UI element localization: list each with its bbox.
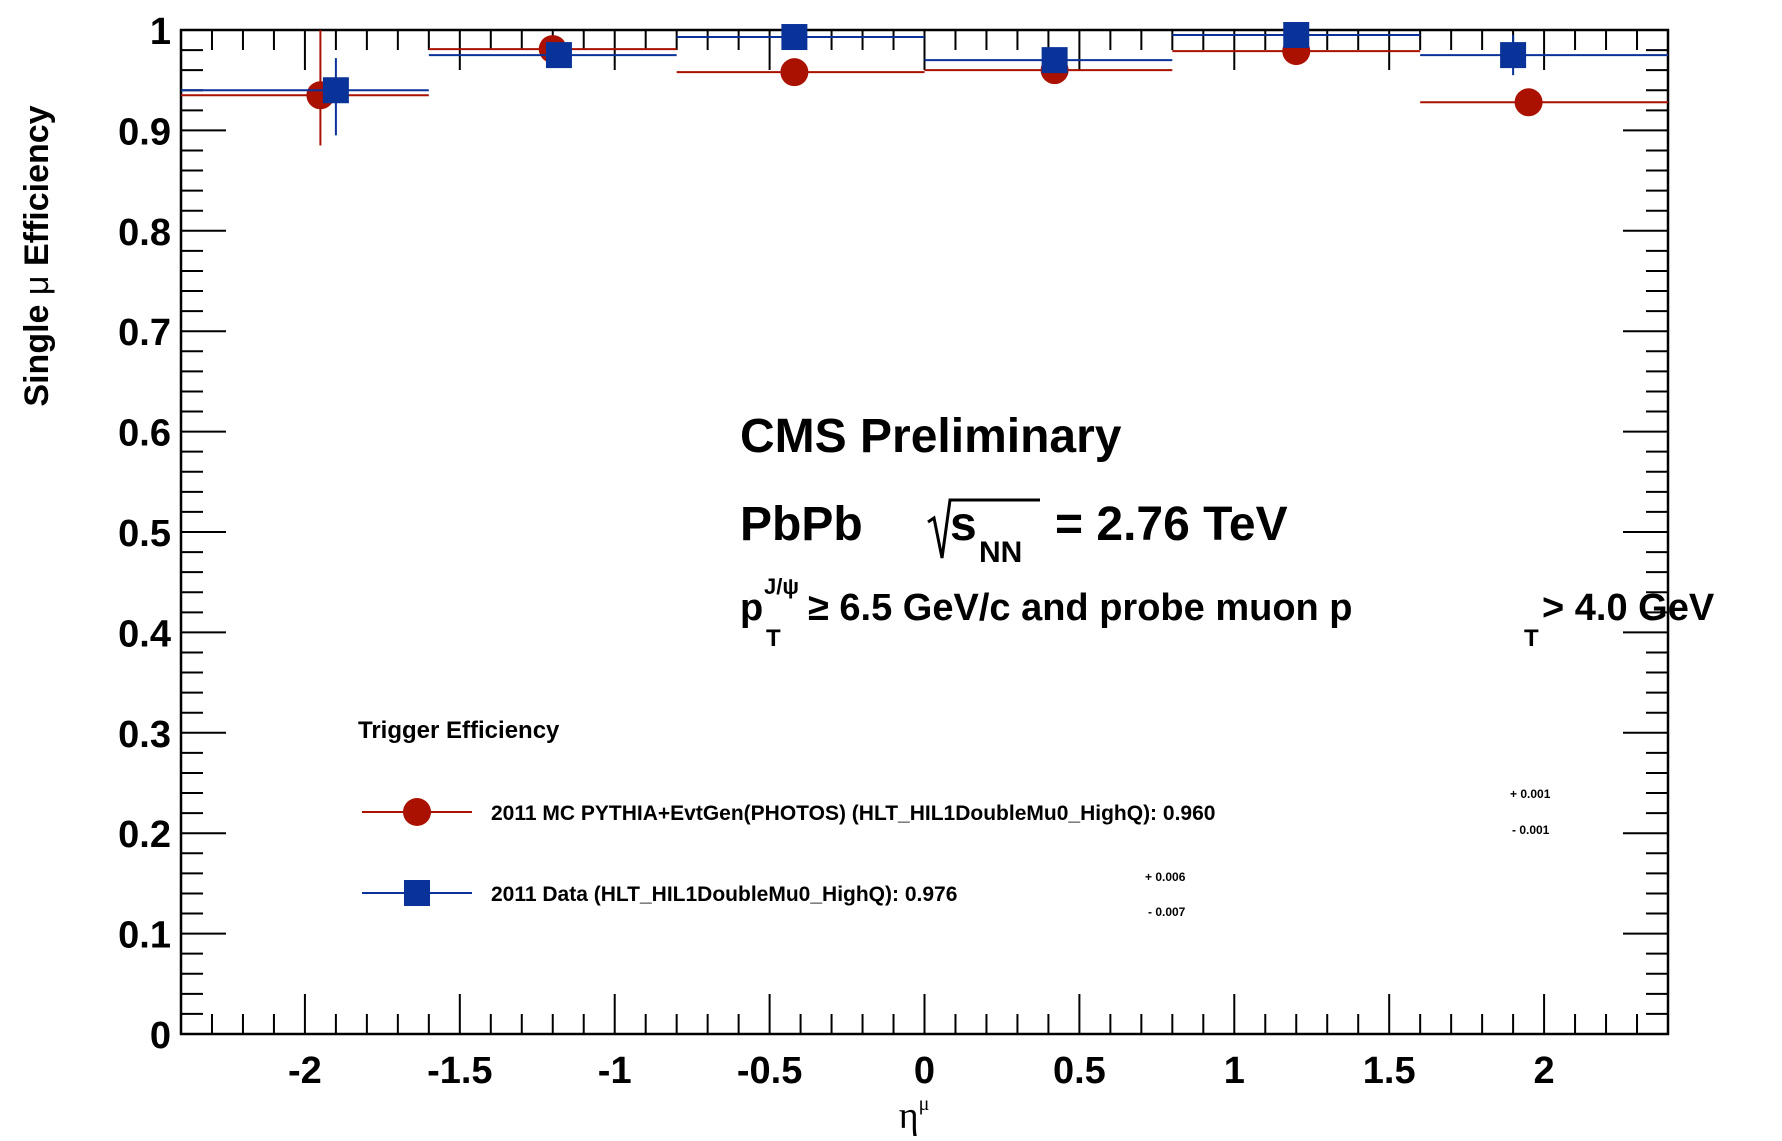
x-tick-label: -1.5 xyxy=(427,1050,492,1092)
y-tick-label: 1 xyxy=(150,11,171,53)
svg-text:J/ψ: J/ψ xyxy=(764,574,799,599)
legend-entry-mc: 2011 MC PYTHIA+EvtGen(PHOTOS) (HLT_HIL1D… xyxy=(362,787,1551,837)
sqrt-sign xyxy=(927,498,1040,559)
y-tick-label: 0.8 xyxy=(118,212,171,254)
y-tick-label: 0.5 xyxy=(118,513,171,555)
svg-text:> 4.0 GeV: > 4.0 GeV xyxy=(1542,587,1715,629)
svg-text:+ 0.006: + 0.006 xyxy=(1145,870,1186,884)
kinematic-cut-label: p J/ψ T ≥ 6.5 GeV/c and probe muon p T >… xyxy=(740,574,1715,652)
legend: Trigger Efficiency 2011 MC PYTHIA+EvtGen… xyxy=(358,717,1551,919)
axis-tick-labels: -2 -1.5 -1 -0.5 0 0.5 1 1.5 2 0 0.1 0.2 0.3 0.4 0.5 0.6… xyxy=(118,11,1554,1092)
y-tick-label: 0 xyxy=(150,1015,171,1057)
y-tick-label: 0.3 xyxy=(118,714,171,756)
svg-text:T: T xyxy=(766,625,781,652)
collision-energy-label: PbPb s NN = 2.76 TeV xyxy=(740,498,1288,569)
svg-text:s: s xyxy=(950,498,977,551)
x-tick-label: -0.5 xyxy=(737,1050,802,1092)
data-point-square xyxy=(1283,22,1310,49)
x-tick-label: 0 xyxy=(914,1050,935,1092)
data-point-circle xyxy=(1514,88,1543,117)
data-point-square xyxy=(545,42,572,69)
y-axis-title: Single μ Efficiency xyxy=(18,105,56,406)
legend-title: Trigger Efficiency xyxy=(358,717,560,744)
experiment-label: CMS Preliminary xyxy=(740,410,1122,463)
x-tick-label: 0.5 xyxy=(1053,1050,1106,1092)
svg-text:p: p xyxy=(740,587,763,629)
svg-text:2011 MC PYTHIA+EvtGen(PHOTOS): 2011 MC PYTHIA+EvtGen(PHOTOS) (HLT_HIL1D… xyxy=(491,802,1215,825)
series-data xyxy=(181,22,1668,136)
y-tick-label: 0.7 xyxy=(118,312,171,354)
data-point-square xyxy=(1500,42,1527,69)
svg-text:+ 0.001: + 0.001 xyxy=(1510,787,1551,801)
x-tick-label: 2 xyxy=(1534,1050,1555,1092)
data-marks xyxy=(181,22,1668,146)
y-tick-label: 0.6 xyxy=(118,413,171,455)
svg-text:- 0.001: - 0.001 xyxy=(1512,823,1550,837)
x-tick-label: -1 xyxy=(598,1050,632,1092)
y-tick-label: 0.9 xyxy=(118,111,171,153)
svg-text:2011 Data (HLT_HIL1DoubleMu0_H: 2011 Data (HLT_HIL1DoubleMu0_HighQ): 0.9… xyxy=(491,883,957,906)
x-tick-label: -2 xyxy=(288,1050,322,1092)
data-point-square xyxy=(322,77,349,104)
svg-text:- 0.007: - 0.007 xyxy=(1148,905,1186,919)
svg-text:PbPb: PbPb xyxy=(740,498,863,551)
y-tick-label: 0.2 xyxy=(118,814,171,856)
svg-text:≥ 6.5 GeV/c and probe muon p: ≥ 6.5 GeV/c and probe muon p xyxy=(808,587,1353,629)
axis-ticks xyxy=(181,30,1668,1034)
y-tick-label: 0.4 xyxy=(118,613,171,655)
data-point-square xyxy=(781,24,808,51)
x-tick-label: 1.5 xyxy=(1363,1050,1416,1092)
data-point-square xyxy=(1041,47,1068,74)
x-axis-title: ημ xyxy=(899,1093,930,1137)
svg-text:NN: NN xyxy=(979,536,1022,569)
legend-marker-circle xyxy=(403,798,431,826)
x-tick-label: 1 xyxy=(1224,1050,1245,1092)
svg-text:T: T xyxy=(1524,625,1539,652)
legend-entry-data: 2011 Data (HLT_HIL1DoubleMu0_HighQ): 0.9… xyxy=(362,870,1186,919)
data-point-circle xyxy=(780,58,809,87)
legend-marker-square xyxy=(404,880,430,906)
y-tick-label: 0.1 xyxy=(118,915,171,957)
svg-text:= 2.76 TeV: = 2.76 TeV xyxy=(1055,498,1288,551)
